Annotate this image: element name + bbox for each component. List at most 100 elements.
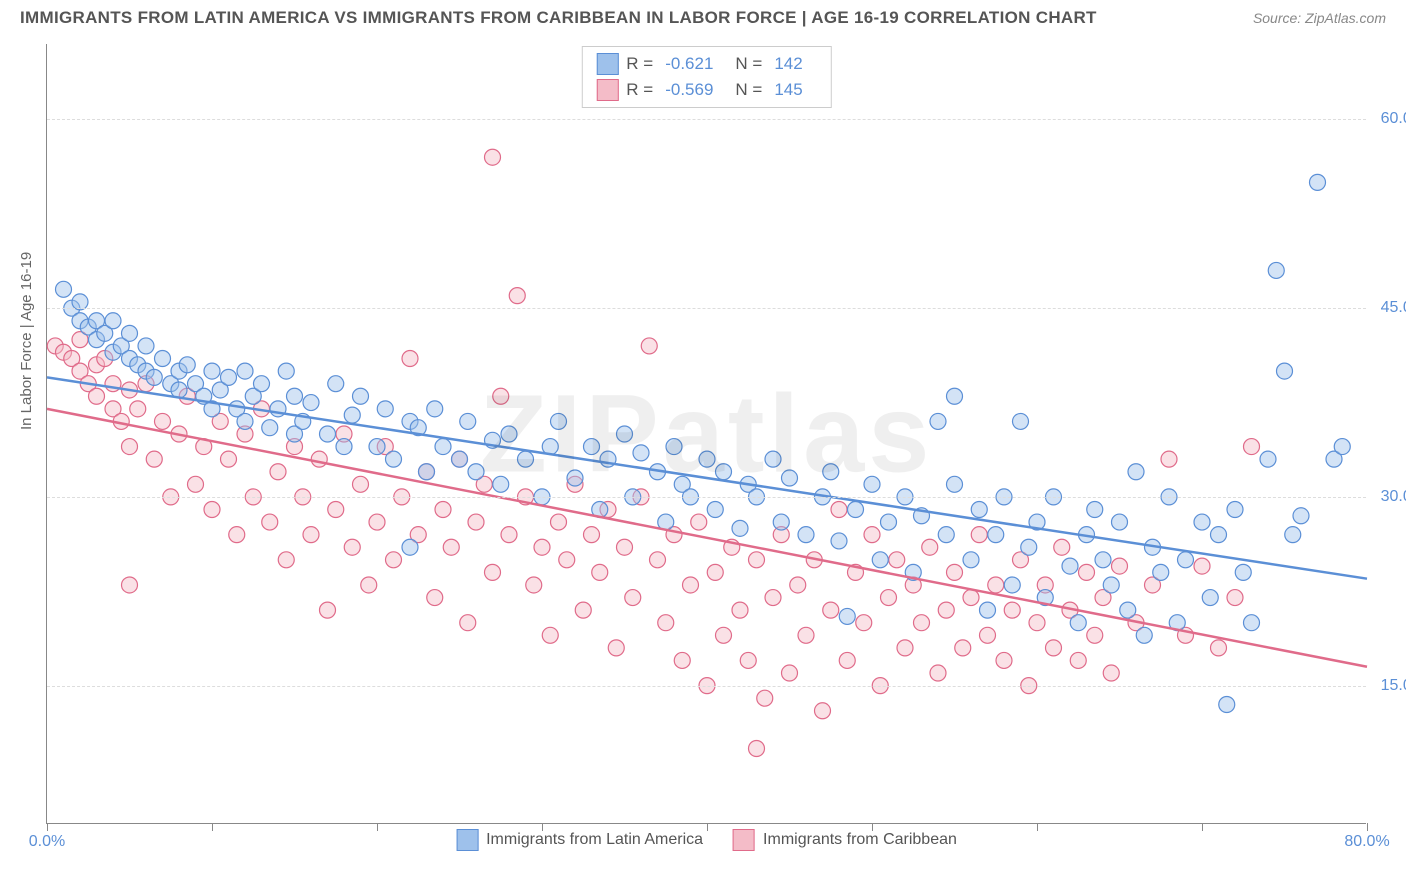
- data-point: [56, 281, 72, 297]
- stats-legend-box: R = -0.621 N = 142 R = -0.569 N = 145: [581, 46, 831, 108]
- data-point: [89, 388, 105, 404]
- source-value: ZipAtlas.com: [1305, 10, 1386, 26]
- y-tick-label: 30.0%: [1381, 488, 1406, 506]
- data-point: [790, 577, 806, 593]
- data-point: [1268, 262, 1284, 278]
- gridline: [47, 308, 1366, 309]
- x-tick: [542, 823, 543, 831]
- data-point: [930, 665, 946, 681]
- data-point: [1194, 514, 1210, 530]
- data-point: [452, 451, 468, 467]
- y-tick-label: 60.0%: [1381, 110, 1406, 128]
- data-point: [823, 602, 839, 618]
- data-point: [633, 445, 649, 461]
- data-point: [1103, 577, 1119, 593]
- data-point: [716, 464, 732, 480]
- data-point: [980, 602, 996, 618]
- swatch-caribbean-icon: [596, 79, 618, 101]
- y-axis-label: In Labor Force | Age 16-19: [18, 252, 35, 430]
- data-point: [460, 615, 476, 631]
- legend-swatch-latin-icon: [456, 829, 478, 851]
- data-point: [707, 564, 723, 580]
- data-point: [782, 470, 798, 486]
- data-point: [1211, 640, 1227, 656]
- data-point: [146, 369, 162, 385]
- data-point: [493, 476, 509, 492]
- r-label: R =: [626, 54, 653, 74]
- x-tick: [707, 823, 708, 831]
- y-tick-label: 15.0%: [1381, 677, 1406, 695]
- data-point: [988, 527, 1004, 543]
- data-point: [839, 652, 855, 668]
- data-point: [353, 476, 369, 492]
- data-point: [1293, 508, 1309, 524]
- data-point: [584, 527, 600, 543]
- data-point: [1070, 615, 1086, 631]
- data-point: [938, 602, 954, 618]
- data-point: [1277, 363, 1293, 379]
- data-point: [971, 527, 987, 543]
- gridline: [47, 497, 1366, 498]
- data-point: [1227, 501, 1243, 517]
- data-point: [996, 652, 1012, 668]
- data-point: [782, 665, 798, 681]
- data-point: [732, 602, 748, 618]
- data-point: [122, 325, 138, 341]
- data-point: [732, 520, 748, 536]
- data-point: [105, 313, 121, 329]
- data-point: [501, 527, 517, 543]
- data-point: [707, 501, 723, 517]
- data-point: [831, 501, 847, 517]
- data-point: [889, 552, 905, 568]
- data-point: [592, 564, 608, 580]
- data-point: [551, 514, 567, 530]
- n-label-2: N =: [735, 80, 762, 100]
- data-point: [1194, 558, 1210, 574]
- data-point: [1120, 602, 1136, 618]
- data-point: [229, 527, 245, 543]
- data-point: [683, 577, 699, 593]
- data-point: [650, 552, 666, 568]
- data-point: [493, 388, 509, 404]
- data-point: [815, 703, 831, 719]
- data-point: [542, 627, 558, 643]
- chart-plot-area: ZIPatlas R = -0.621 N = 142 R = -0.569 N…: [46, 44, 1366, 824]
- data-point: [1178, 552, 1194, 568]
- stats-row-caribbean: R = -0.569 N = 145: [596, 77, 816, 103]
- data-point: [856, 615, 872, 631]
- data-point: [435, 501, 451, 517]
- data-point: [848, 501, 864, 517]
- data-point: [369, 514, 385, 530]
- data-point: [1244, 439, 1260, 455]
- trend-line: [47, 409, 1367, 667]
- data-point: [534, 539, 550, 555]
- data-point: [468, 464, 484, 480]
- source-credit: Source: ZipAtlas.com: [1253, 10, 1386, 26]
- gridline: [47, 119, 1366, 120]
- data-point: [1285, 527, 1301, 543]
- data-point: [1244, 615, 1260, 631]
- data-point: [221, 369, 237, 385]
- data-point: [798, 627, 814, 643]
- data-point: [155, 351, 171, 367]
- data-point: [1103, 665, 1119, 681]
- data-point: [402, 539, 418, 555]
- data-point: [699, 451, 715, 467]
- data-point: [963, 590, 979, 606]
- data-point: [930, 413, 946, 429]
- data-point: [922, 539, 938, 555]
- data-point: [823, 464, 839, 480]
- gridline: [47, 686, 1366, 687]
- data-point: [691, 514, 707, 530]
- legend-swatch-caribbean-icon: [733, 829, 755, 851]
- x-tick: [1367, 823, 1368, 831]
- data-point: [1054, 539, 1070, 555]
- data-point: [427, 590, 443, 606]
- data-point: [1021, 539, 1037, 555]
- data-point: [1334, 439, 1350, 455]
- data-point: [674, 652, 690, 668]
- r-label-2: R =: [626, 80, 653, 100]
- data-point: [947, 388, 963, 404]
- data-point: [1136, 627, 1152, 643]
- r-value-caribbean: -0.569: [665, 80, 713, 100]
